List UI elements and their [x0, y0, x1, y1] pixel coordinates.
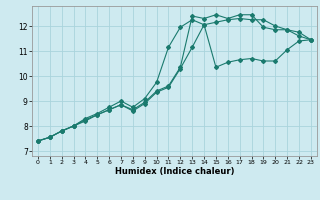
X-axis label: Humidex (Indice chaleur): Humidex (Indice chaleur) — [115, 167, 234, 176]
